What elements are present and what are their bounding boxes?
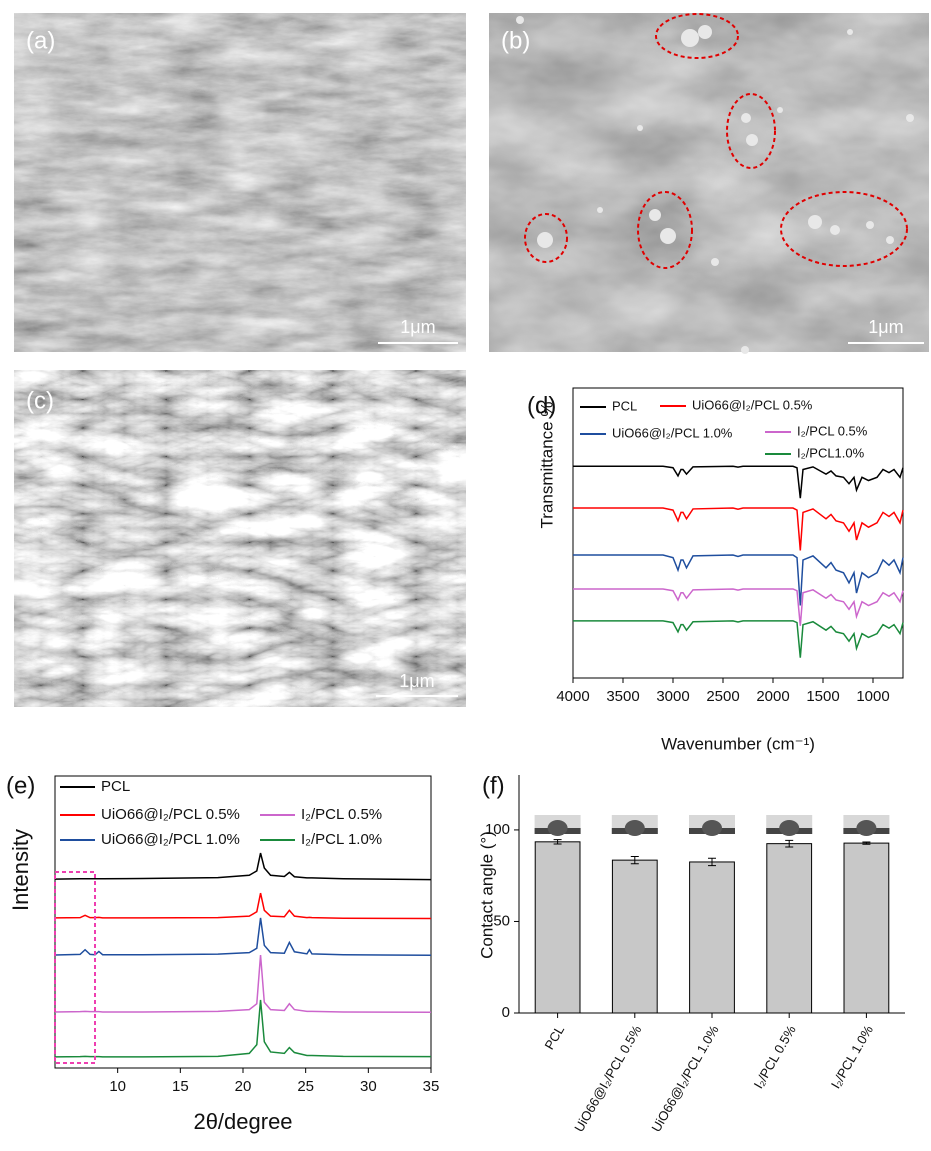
image-label: (b) xyxy=(501,27,530,54)
y-axis-label: Intensity xyxy=(8,829,33,911)
droplet-photo xyxy=(843,815,889,836)
panel-label: (f) xyxy=(482,772,505,799)
series-line xyxy=(55,893,431,918)
x-tick-label: 30 xyxy=(360,1078,377,1095)
droplet-photo xyxy=(766,815,812,836)
legend-label: UiO66@I₂/PCL 0.5% xyxy=(692,397,813,412)
bar xyxy=(690,862,735,1013)
image-texture xyxy=(14,13,466,352)
series-line xyxy=(573,508,903,550)
legend-label: UiO66@I₂/PCL 1.0% xyxy=(101,831,240,848)
droplet xyxy=(625,820,645,836)
y-axis-label: Transmittance % xyxy=(537,402,556,529)
sem-image-c: (c) 1μm xyxy=(14,370,466,707)
image-label: (a) xyxy=(26,27,55,54)
y-tick-label: 0 xyxy=(502,1004,510,1021)
image-texture xyxy=(14,370,466,707)
x-tick-label: 3500 xyxy=(606,688,639,705)
legend-label: I₂/PCL 1.0% xyxy=(301,831,382,848)
series-line xyxy=(55,1000,431,1057)
x-tick-label: 2000 xyxy=(756,688,789,705)
series-line xyxy=(55,853,431,880)
sem-image-a: (a) 1μm xyxy=(14,13,466,352)
x-tick-label: 20 xyxy=(235,1078,252,1095)
legend-label: I₂/PCL 0.5% xyxy=(797,423,868,438)
x-axis-label: 2θ/degree xyxy=(193,1109,292,1134)
y-axis-label: Contact angle (°) xyxy=(477,831,496,959)
x-tick-label: UiO66@I₂/PCL 0.5% xyxy=(571,1022,644,1134)
x-tick-label: UiO66@I₂/PCL 1.0% xyxy=(648,1022,721,1134)
x-tick-label: 10 xyxy=(109,1078,126,1095)
bar xyxy=(844,843,889,1013)
legend-label: I₂/PCL 0.5% xyxy=(301,806,382,823)
droplet-photo xyxy=(612,815,658,836)
x-tick-label: 15 xyxy=(172,1078,189,1095)
scale-label: 1μm xyxy=(400,317,435,337)
x-tick-label: 2500 xyxy=(706,688,739,705)
sem-image-b: (b) 1μm xyxy=(489,13,929,354)
series-line xyxy=(573,466,903,498)
droplet xyxy=(856,820,876,836)
legend-label: PCL xyxy=(101,778,130,795)
x-tick-label: 3000 xyxy=(656,688,689,705)
droplet-photo xyxy=(535,815,581,836)
bar xyxy=(767,844,812,1013)
x-tick-label: 4000 xyxy=(556,688,589,705)
image-label: (c) xyxy=(26,387,54,414)
droplet xyxy=(779,820,799,836)
series-line xyxy=(55,955,431,1012)
bar xyxy=(612,860,657,1013)
x-tick-label: 1000 xyxy=(856,688,889,705)
bar xyxy=(535,842,580,1013)
scale-label: 1μm xyxy=(868,317,903,337)
x-tick-label: 1500 xyxy=(806,688,839,705)
legend-label: UiO66@I₂/PCL 0.5% xyxy=(101,806,240,823)
figure: (a) 1μm (b) 1μm (c) 1μm (d)4000350030002… xyxy=(0,0,931,1151)
droplet xyxy=(702,820,722,836)
highlight-box xyxy=(55,872,95,1063)
panel-label: (e) xyxy=(6,772,35,799)
scale-label: 1μm xyxy=(399,671,434,691)
droplet xyxy=(548,820,568,836)
x-axis-label: Wavenumber (cm⁻¹) xyxy=(661,734,815,753)
legend-label: PCL xyxy=(612,398,637,413)
series-line xyxy=(55,918,431,955)
series-line xyxy=(573,621,903,658)
x-tick-label: 35 xyxy=(423,1078,440,1095)
legend-label: UiO66@I₂/PCL 1.0% xyxy=(612,425,733,440)
x-tick-label: PCL xyxy=(542,1023,568,1052)
x-tick-label: I₂/PCL 1.0% xyxy=(828,1022,876,1091)
image-texture xyxy=(489,13,929,352)
series-line xyxy=(573,555,903,605)
legend-label: I₂/PCL1.0% xyxy=(797,445,865,460)
droplet-photo xyxy=(689,815,735,836)
x-tick-label: I₂/PCL 0.5% xyxy=(751,1022,799,1091)
x-tick-label: 25 xyxy=(297,1078,314,1095)
